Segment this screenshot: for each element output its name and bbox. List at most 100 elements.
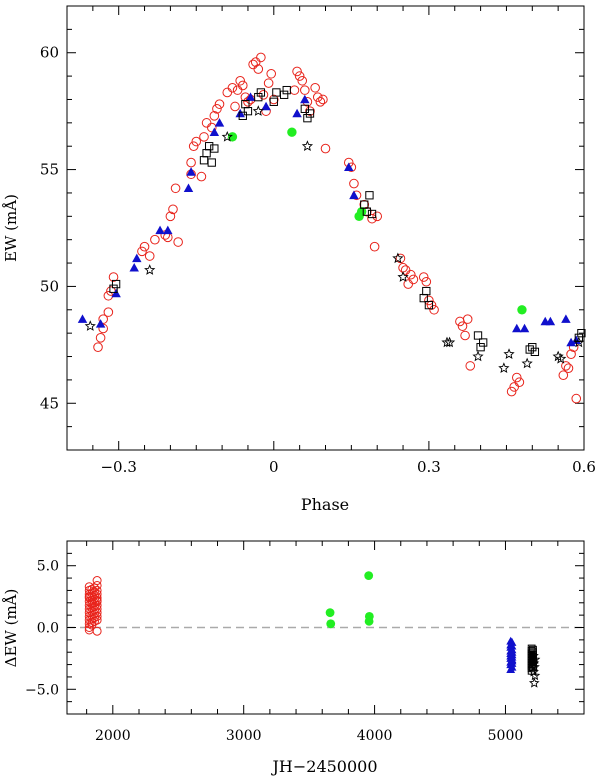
top-star-open-point (521, 357, 533, 369)
bottom-triangle-filled-point (507, 662, 517, 671)
top-square-open-point (424, 300, 434, 310)
bottom-data-marks (84, 571, 541, 688)
top-circle-open-point (144, 251, 155, 261)
x-tick-label: 0 (269, 458, 279, 476)
top-circle-open-point (165, 211, 176, 222)
top-triangle-filled-point (155, 225, 165, 235)
top-triangle-filled-point (214, 118, 225, 127)
y-tick-label: 60 (40, 44, 59, 62)
top-circle-open-point (320, 143, 331, 154)
top-x-axis-label: Phase (301, 495, 349, 514)
bottom-axis-ticks (67, 541, 584, 714)
top-circle-open-point (108, 272, 119, 282)
bottom-circle-open-point (92, 611, 102, 621)
top-circle-open-point (258, 90, 269, 100)
top-triangle-filled-point (132, 253, 142, 263)
bottom-circle-open-point (92, 600, 102, 610)
bottom-panel: 2000 3000 4000 5000 −5.0 0.0 5.0 JH−2450000 ΔE… (2, 540, 585, 776)
top-square-open-point (243, 107, 253, 116)
top-circle-open-point (465, 361, 476, 371)
bottom-circle-open-point (92, 608, 102, 618)
bottom-circle-filled-point (364, 616, 374, 626)
bottom-triangle-filled-point (507, 655, 517, 664)
top-circle-open-point (310, 82, 320, 93)
top-circle-open-point (511, 372, 522, 383)
top-square-open-point (422, 286, 431, 296)
bottom-circle-open-point (92, 585, 102, 595)
bottom-circle-open-point (92, 576, 102, 586)
top-circle-open-point (232, 85, 243, 95)
top-circle-open-point (235, 75, 245, 86)
top-square-open-point (205, 142, 214, 151)
top-circle-open-point (289, 85, 300, 95)
top-triangle-filled-point (261, 101, 271, 111)
top-circle-open-point (214, 99, 225, 109)
top-square-open-point (279, 90, 289, 99)
top-triangle-filled-point (163, 225, 173, 235)
top-circle-open-point (571, 393, 582, 404)
top-circle-open-point (558, 370, 569, 381)
top-circle-open-point (230, 101, 240, 112)
top-square-open-point (210, 144, 219, 153)
top-star-open-point (301, 140, 314, 151)
top-circle-open-point (403, 279, 414, 289)
top-circle-open-point (188, 141, 199, 152)
top-square-open-point (303, 114, 312, 123)
top-triangle-filled-point (186, 167, 196, 176)
top-circle-open-point (222, 87, 233, 98)
top-circle-open-point (212, 104, 222, 114)
top-star-open-point (397, 271, 409, 282)
top-triangle-filled-point (300, 94, 310, 104)
top-data-marks (77, 52, 586, 404)
top-circle-filled-point (356, 206, 367, 217)
top-square-open-point (367, 209, 377, 219)
top-triangle-filled-point (512, 323, 522, 333)
top-triangle-filled-point (111, 288, 121, 298)
top-circle-open-point (139, 241, 150, 252)
top-square-open-point (269, 97, 278, 106)
y-tick-label: 0.0 (37, 621, 59, 637)
top-circle-open-point (150, 234, 160, 245)
top-triangle-filled-point (209, 127, 220, 136)
top-circle-open-point (421, 276, 432, 287)
top-star-open-point (555, 352, 567, 364)
top-circle-open-point (256, 52, 266, 63)
x-tick-label: 2000 (95, 728, 131, 744)
top-square-open-point (282, 85, 291, 95)
top-square-open-point (305, 109, 315, 118)
bottom-circle-open-point (92, 589, 102, 599)
x-tick-label: 3000 (226, 728, 262, 744)
top-square-open-point (362, 207, 372, 216)
top-plot-frame (66, 5, 585, 451)
bottom-x-axis-label: JH−2450000 (270, 757, 377, 776)
bottom-star-open-point (529, 654, 541, 665)
top-circle-filled-point (517, 305, 527, 315)
top-circle-open-point (426, 300, 437, 310)
top-circle-open-point (318, 94, 328, 105)
top-circle-open-point (253, 64, 264, 74)
bottom-circle-filled-point (326, 619, 336, 629)
top-square-open-point (254, 92, 263, 102)
bottom-circle-open-point (92, 580, 102, 590)
top-circle-open-point (561, 361, 571, 371)
top-square-open-point (577, 329, 586, 338)
top-circle-open-point (395, 253, 406, 264)
top-circle-open-point (98, 314, 108, 324)
y-tick-label: −5.0 (25, 682, 59, 698)
top-circle-open-point (199, 132, 209, 142)
top-circle-open-point (460, 330, 470, 341)
bottom-circle-filled-point (364, 571, 374, 580)
top-circle-open-point (206, 122, 217, 133)
top-circle-open-point (168, 204, 178, 215)
top-star-open-point (221, 130, 233, 142)
top-circle-open-point (173, 237, 183, 247)
top-circle-open-point (369, 241, 380, 252)
top-circle-open-point (191, 136, 202, 147)
top-circle-open-point (201, 118, 212, 128)
top-circle-open-point (305, 106, 315, 116)
top-circle-open-point (398, 262, 408, 273)
x-tick-label: 0.6 (572, 458, 596, 476)
bottom-plot-frame (66, 540, 585, 715)
bottom-circle-open-point (84, 623, 94, 632)
top-circle-open-point (429, 304, 439, 315)
